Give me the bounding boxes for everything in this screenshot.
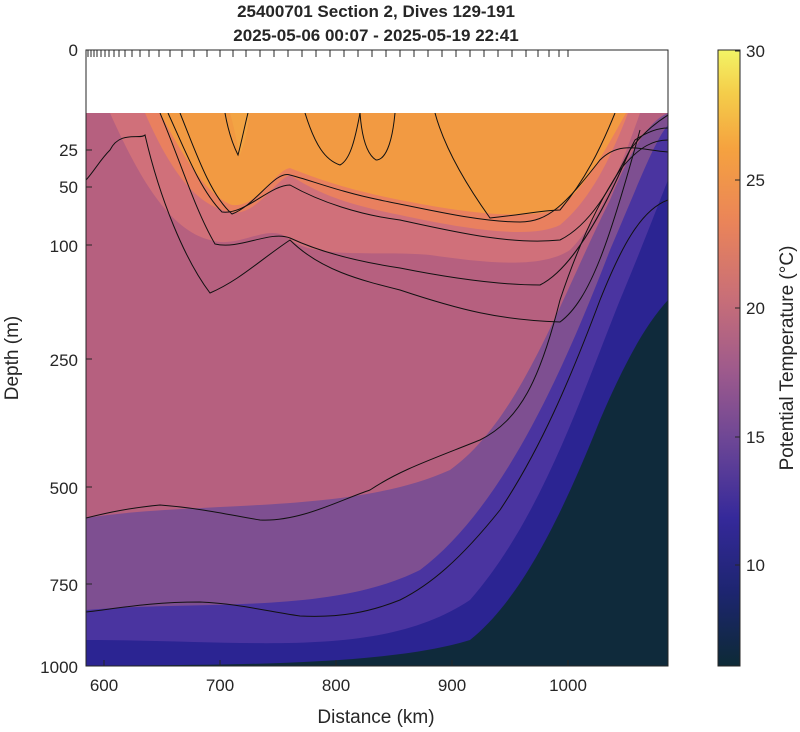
x-axis-label: Distance (km): [317, 707, 434, 728]
x-tick-label: 900: [438, 676, 466, 695]
colorbar-tick-label: 20: [746, 299, 765, 318]
contour-line: [86, 139, 668, 521]
y-tick-label: 25: [59, 141, 78, 160]
dive-ticks: [87, 50, 569, 57]
x-axis: 600 700 800 900 1000 Distance (km): [90, 660, 587, 728]
y-tick-label: 1000: [40, 658, 78, 677]
colorbar-label: Potential Temperature (°C): [777, 246, 798, 471]
colorbar-tick-label: 15: [746, 428, 765, 447]
axes-frame: [85, 49, 669, 667]
contour-line: [304, 113, 361, 166]
x-tick-label: 800: [322, 676, 350, 695]
contour-lines: [86, 113, 668, 617]
y-tick-label: 500: [50, 479, 78, 498]
colorbar-tick-label: 10: [746, 556, 765, 575]
chart-title: 25400701 Section 2, Dives 129-191: [237, 2, 515, 21]
band-orange: [160, 113, 626, 215]
x-tick-label: 700: [206, 676, 234, 695]
contour-line: [86, 199, 668, 617]
contour-line: [359, 113, 396, 161]
y-axis: 0 25 50 100 250 500 750 1000 Depth (m): [2, 41, 92, 677]
contour-line: [159, 113, 668, 286]
contour-line: [434, 113, 616, 219]
y-tick-label: 250: [50, 351, 78, 370]
colorbar-tick-label: 25: [746, 171, 765, 190]
band-blue: [86, 180, 668, 666]
y-tick-label: 750: [50, 576, 78, 595]
colorbar-tick-label: 30: [746, 42, 765, 61]
y-axis-label: Depth (m): [2, 316, 23, 400]
x-tick-label: 1000: [549, 676, 587, 695]
contour-line: [224, 113, 249, 157]
contour-line: [179, 113, 668, 223]
temperature-field: [86, 113, 668, 666]
contour-line: [167, 113, 668, 242]
chart-subtitle: 2025-05-06 00:07 - 2025-05-19 22:41: [233, 26, 518, 45]
y-tick-label: 50: [59, 178, 78, 197]
contour-line: [86, 129, 641, 323]
colorbar-gradient: [717, 49, 741, 667]
y-tick-label: 0: [69, 41, 78, 60]
y-tick-label: 100: [50, 237, 78, 256]
x-tick-label: 600: [90, 676, 118, 695]
colorbar: 10 15 20 25 30 Potential Temperature (°C…: [717, 42, 798, 667]
band-dark: [86, 300, 668, 666]
